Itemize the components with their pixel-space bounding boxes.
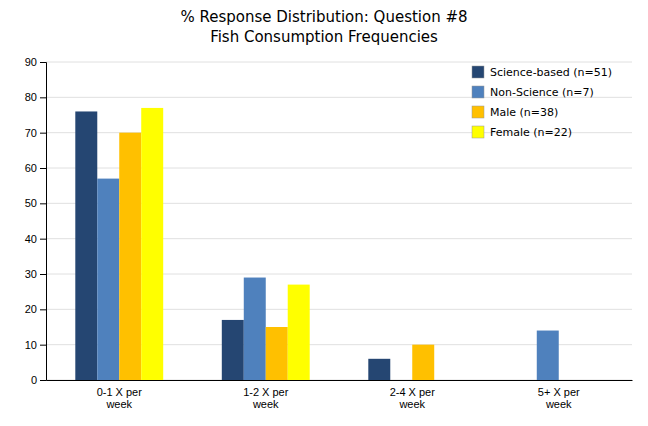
- tick-label: 50: [25, 197, 37, 209]
- tick-label-line: 2-4 X per: [390, 386, 436, 398]
- tick-label: 60: [25, 162, 37, 174]
- y-tick: 10: [25, 339, 46, 351]
- bar-series: [119, 133, 434, 380]
- legend-item: Non-Science (n=7): [472, 86, 594, 99]
- bar: [288, 285, 310, 380]
- bar: [537, 331, 559, 380]
- tick-label: 2-4 X perweek: [390, 386, 436, 411]
- tick-mark: [40, 62, 46, 63]
- tick-label: 20: [25, 303, 37, 315]
- legend-swatch: [472, 86, 484, 98]
- bar-series: [75, 111, 390, 380]
- tick-label: 90: [25, 56, 37, 68]
- tick-mark: [40, 203, 46, 204]
- y-tick: 20: [25, 303, 46, 315]
- y-tick: 40: [25, 233, 46, 245]
- tick-label-line: 0-1 X per: [97, 386, 143, 398]
- bar: [266, 327, 288, 380]
- bar: [368, 359, 390, 380]
- bar-series: [141, 108, 309, 380]
- bars: [75, 108, 558, 380]
- grid-line: [46, 62, 632, 63]
- tick-label: 10: [25, 339, 37, 351]
- legend-swatch: [472, 66, 484, 78]
- tick-mark: [40, 380, 46, 381]
- tick-label: 0: [31, 374, 37, 386]
- tick-label-line: 1-2 X per: [243, 386, 289, 398]
- tick-mark: [40, 97, 46, 98]
- tick-label: 40: [25, 233, 37, 245]
- legend-label: Male (n=38): [490, 106, 558, 119]
- y-tick: 0: [31, 374, 46, 386]
- legend-swatch: [472, 126, 484, 138]
- bar: [141, 108, 163, 380]
- bar: [515, 380, 537, 381]
- bar: [119, 133, 141, 380]
- tick-label: 30: [25, 268, 37, 280]
- legend-item: Science-based (n=51): [472, 66, 612, 79]
- bar: [97, 179, 119, 380]
- bar: [559, 380, 581, 381]
- bar-series: [97, 179, 558, 380]
- tick-mark: [40, 168, 46, 169]
- x-tick: 1-2 X perweek: [243, 386, 289, 411]
- grid: [46, 62, 632, 380]
- plot: 01020304050607080900-1 X perweek1-2 X pe…: [25, 56, 633, 410]
- legend-label: Science-based (n=51): [490, 66, 612, 79]
- tick-label: 70: [25, 127, 37, 139]
- tick-label-line: week: [398, 398, 425, 410]
- y-tick: 70: [25, 127, 46, 139]
- legend-label: Non-Science (n=7): [490, 86, 594, 99]
- tick-label: 0-1 X perweek: [97, 386, 143, 411]
- legend-label: Female (n=22): [490, 126, 572, 139]
- y-tick: 30: [25, 268, 46, 280]
- tick-label-line: 5+ X per: [538, 386, 580, 398]
- axis-line: [47, 380, 633, 381]
- legend: Science-based (n=51) Non-Science (n=7) Mal…: [472, 66, 612, 139]
- tick-label: 1-2 X perweek: [243, 386, 289, 411]
- bar: [434, 380, 456, 381]
- y-tick: 80: [25, 91, 46, 103]
- tick-mark: [40, 133, 46, 134]
- axis-line: [40, 63, 47, 381]
- legend-item: Female (n=22): [472, 126, 572, 139]
- tick-label-line: week: [545, 398, 572, 410]
- tick-label: 80: [25, 91, 37, 103]
- bar: [75, 111, 97, 380]
- x-tick: 2-4 X perweek: [390, 386, 436, 411]
- legend-swatch: [472, 106, 484, 118]
- legend-item: Male (n=38): [472, 106, 558, 119]
- bar: [244, 278, 266, 380]
- subtitle: Fish Consumption Frequencies: [210, 28, 438, 46]
- x-tick: 5+ X perweek: [538, 386, 580, 411]
- tick-mark: [40, 309, 46, 310]
- y-axis: 0 10 20 30 40 50 60 70 80 90: [25, 56, 47, 386]
- tick-label-line: week: [105, 398, 132, 410]
- x-axis: 0-1 X perweek1-2 X perweek2-4 X perweek5…: [47, 381, 633, 411]
- tick-label-line: week: [252, 398, 279, 410]
- tick-label: 5+ X perweek: [538, 386, 580, 411]
- bar: [581, 380, 603, 381]
- tick-mark: [40, 274, 46, 275]
- x-tick: 0-1 X perweek: [97, 386, 143, 411]
- y-tick: 60: [25, 162, 46, 174]
- chart-svg: % Response Distribution: Question #8 Fish…: [0, 0, 648, 426]
- y-tick: 90: [25, 56, 46, 68]
- title: % Response Distribution: Question #8: [180, 8, 467, 26]
- tick-mark: [40, 345, 46, 346]
- y-tick: 50: [25, 197, 46, 209]
- tick-mark: [40, 239, 46, 240]
- bar: [412, 345, 434, 380]
- bar: [222, 320, 244, 380]
- bar: [390, 380, 412, 381]
